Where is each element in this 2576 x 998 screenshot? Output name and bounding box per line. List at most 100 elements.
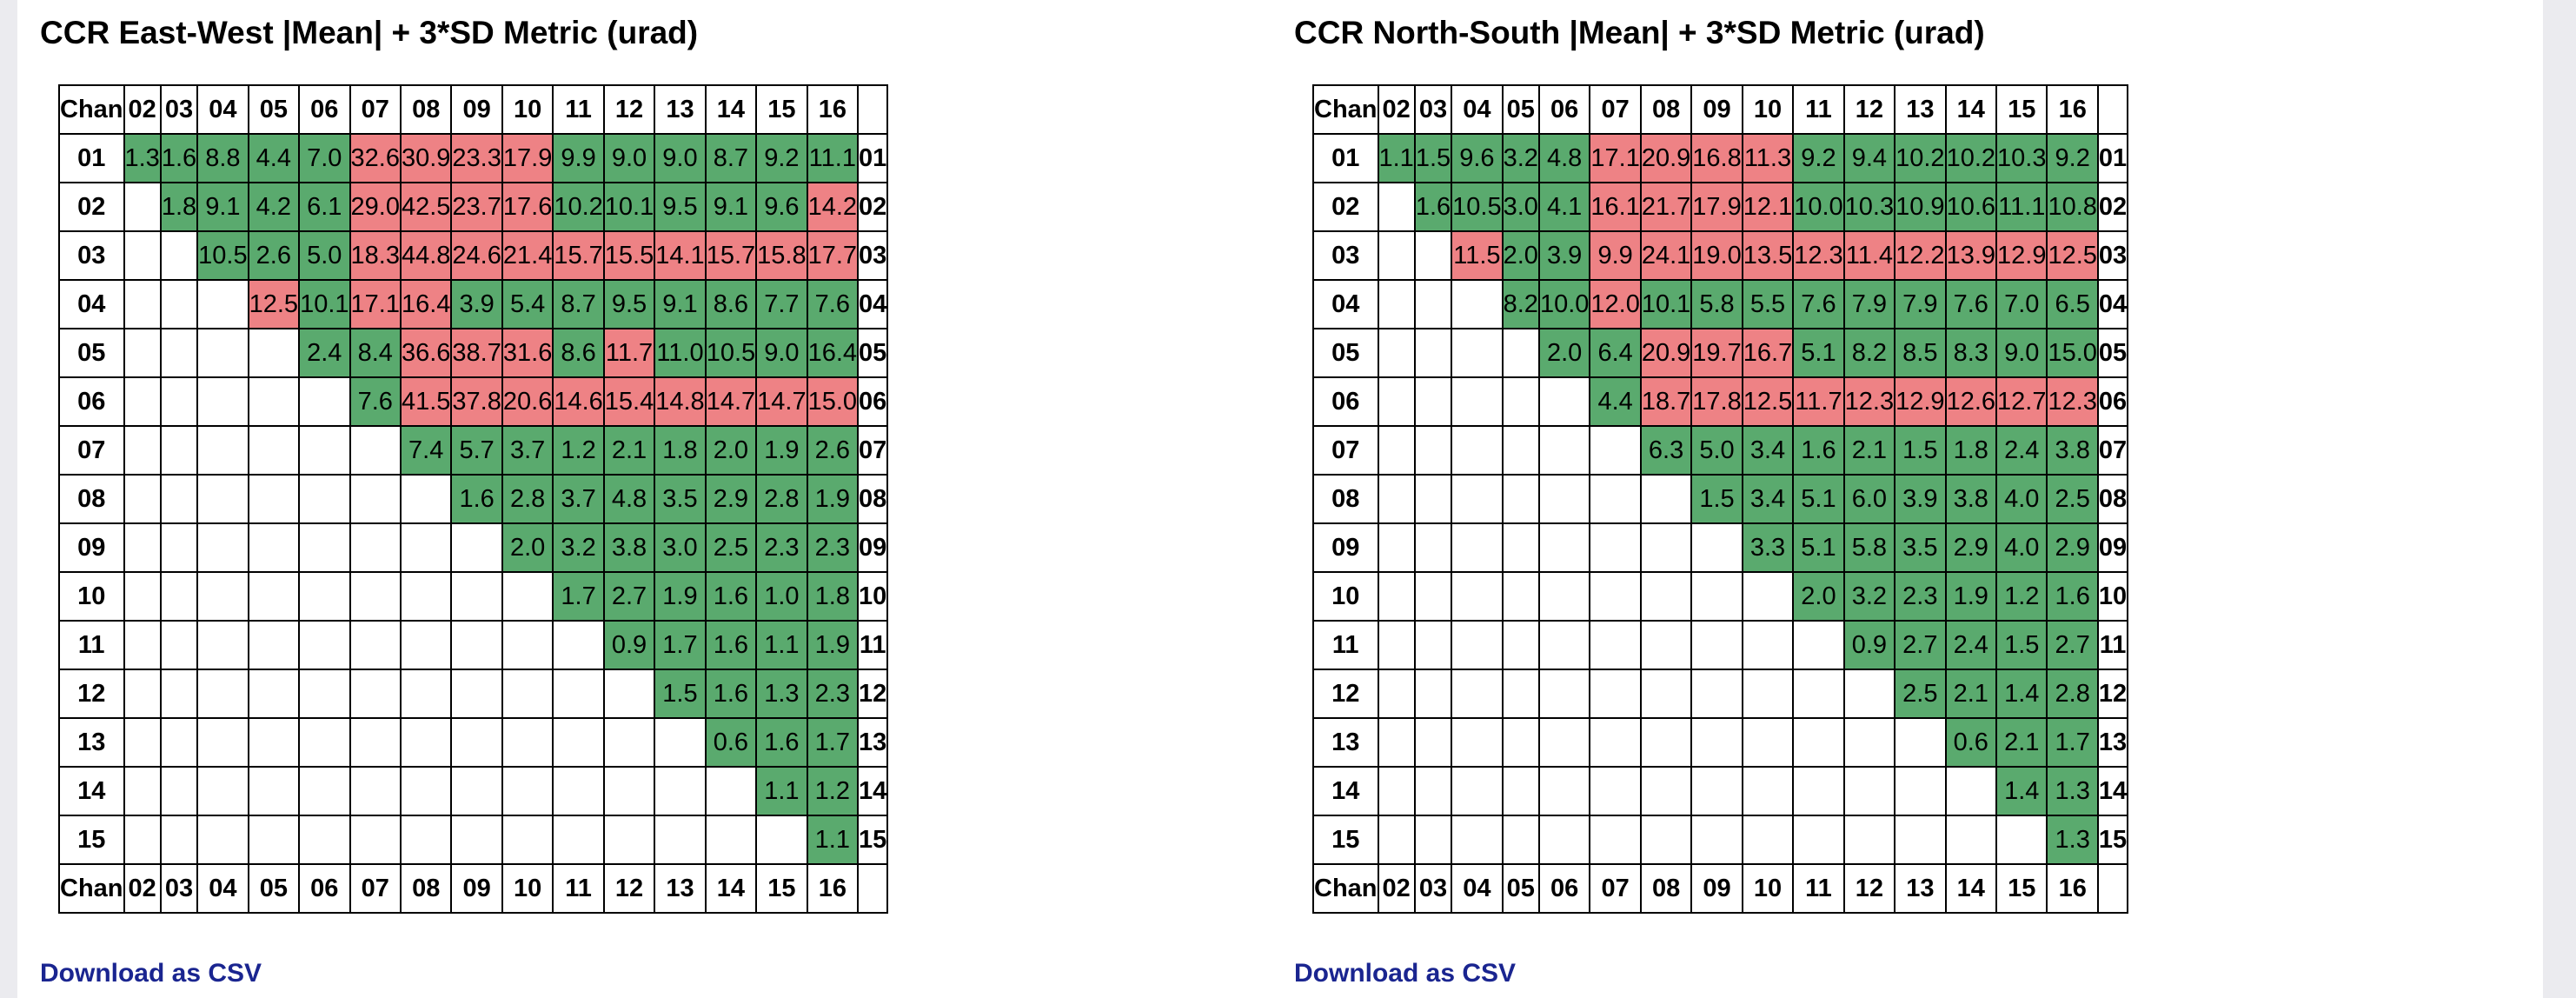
- metric-cell: 2.3: [755, 522, 808, 573]
- metric-cell: 2.4: [298, 328, 351, 378]
- metric-cell: 4.2: [247, 182, 301, 232]
- empty-cell: [1377, 522, 1416, 573]
- column-channel-label: 11: [1792, 84, 1845, 135]
- empty-cell: [1589, 474, 1642, 524]
- empty-cell: [123, 522, 162, 573]
- column-channel-label: 08: [1639, 84, 1693, 135]
- empty-cell: [247, 717, 301, 768]
- metric-cell: 10.9: [1894, 182, 1947, 232]
- metric-cell: 11.7: [602, 328, 656, 378]
- metric-cell: 30.9: [399, 133, 453, 183]
- row-channel-label-right: 04: [2096, 279, 2129, 329]
- empty-cell: [602, 815, 656, 865]
- column-channel-label: 15: [1995, 84, 2048, 135]
- metric-cell: 3.0: [654, 522, 707, 573]
- metric-cell: 15.7: [704, 230, 758, 281]
- metric-cell: 38.7: [450, 328, 503, 378]
- metric-cell: 1.2: [806, 766, 860, 816]
- column-channel-label: 07: [1589, 84, 1642, 135]
- table-row: 12 2.5 2.1 1.4 2.8 12: [1312, 669, 2129, 719]
- metric-cell: 2.4: [1944, 620, 1998, 670]
- empty-cell: [450, 571, 503, 622]
- metric-cell: 6.0: [1842, 474, 1896, 524]
- empty-cell: [349, 815, 402, 865]
- footer-row: Chan 02 03 04 05 06 07 08 09 10 11 12 13 14 15 16: [58, 863, 889, 914]
- empty-cell: [298, 766, 351, 816]
- row-channel-label: 11: [1312, 620, 1379, 670]
- metric-cell: 1.7: [2046, 717, 2099, 768]
- empty-cell: [1792, 669, 1845, 719]
- empty-cell: [298, 620, 351, 670]
- row-channel-label-right: 15: [2096, 815, 2129, 865]
- metric-cell: 2.5: [2046, 474, 2099, 524]
- empty-cell: [1792, 620, 1845, 670]
- empty-cell: [1537, 620, 1591, 670]
- empty-cell: [1589, 571, 1642, 622]
- empty-cell: [1792, 717, 1845, 768]
- table-row: 02 1.6 10.5 3.0 4.1 16.1 21.7 17.9 12.1 10.0 10.3 1…: [1312, 182, 2129, 232]
- table-row: 04 12.5 10.1 17.1 16.4 3.9 5.4 8.7 9.5 9.1 8.6 7.7 7…: [58, 279, 889, 329]
- table-row: 09 2.0 3.2 3.8 3.0 2.5 2.3 2.3 09: [58, 522, 889, 573]
- metric-cell: 1.2: [552, 425, 605, 476]
- empty-cell: [1377, 766, 1416, 816]
- column-channel-label: 11: [1792, 863, 1845, 914]
- empty-cell: [1537, 815, 1591, 865]
- download-csv-link[interactable]: Download as CSV: [1294, 959, 1517, 988]
- empty-cell: [450, 620, 503, 670]
- metric-cell: 21.4: [501, 230, 554, 281]
- metric-cell: 16.4: [806, 328, 860, 378]
- empty-cell: [1589, 425, 1642, 476]
- column-channel-label: 08: [1639, 863, 1693, 914]
- metric-cell: 44.8: [399, 230, 453, 281]
- metric-cell: 12.1: [1741, 182, 1795, 232]
- empty-cell: [247, 620, 301, 670]
- empty-cell: [450, 815, 503, 865]
- download-csv-link[interactable]: Download as CSV: [40, 959, 262, 988]
- empty-cell: [349, 571, 402, 622]
- row-channel-label: 09: [1312, 522, 1379, 573]
- empty-cell: [298, 717, 351, 768]
- empty-cell: [1589, 717, 1642, 768]
- metric-cell: 5.0: [298, 230, 351, 281]
- metric-cell: 2.0: [1501, 230, 1540, 281]
- metric-cell: 3.3: [1741, 522, 1795, 573]
- metric-cell: 1.9: [1944, 571, 1998, 622]
- metric-cell: 6.4: [1589, 328, 1642, 378]
- metric-cell: 1.9: [806, 474, 860, 524]
- column-channel-label: 04: [196, 84, 249, 135]
- empty-cell: [1413, 815, 1453, 865]
- metric-cell: 10.1: [602, 182, 656, 232]
- table-row: 13 0.6 1.6 1.7 13: [58, 717, 889, 768]
- empty-cell: [1690, 571, 1743, 622]
- empty-cell: [1792, 766, 1845, 816]
- metric-cell: 12.9: [1995, 230, 2048, 281]
- table-row: 01 1.1 1.5 9.6 3.2 4.8 17.1 20.9 16.8 11.3 9.2 9.4 1…: [1312, 133, 2129, 183]
- metric-cell: 4.0: [1995, 522, 2048, 573]
- column-channel-label: 07: [1589, 863, 1642, 914]
- metric-cell: 8.5: [1894, 328, 1947, 378]
- table-row: 03 10.5 2.6 5.0 18.3 44.8 24.6 21.4 15.7 15.5 14.1…: [58, 230, 889, 281]
- empty-cell: [247, 522, 301, 573]
- header-row: Chan 02 03 04 05 06 07 08 09 10 11 12 13 14 15 16: [1312, 84, 2129, 135]
- metric-cell: 9.0: [755, 328, 808, 378]
- row-channel-label-right: 13: [857, 717, 889, 768]
- empty-cell: [1413, 425, 1453, 476]
- empty-cell: [1413, 717, 1453, 768]
- ccr-matrix-table: Chan 02 03 04 05 06 07 08 09 10 11 12 13 14 15 16 01 1.3 1…: [58, 84, 889, 914]
- column-channel-label: 05: [1501, 863, 1540, 914]
- column-channel-label: 13: [1894, 863, 1947, 914]
- empty-cell: [247, 815, 301, 865]
- column-channel-label: 10: [501, 863, 554, 914]
- column-channel-label: 03: [1413, 863, 1453, 914]
- empty-cell: [1451, 474, 1504, 524]
- empty-cell: [1377, 571, 1416, 622]
- metric-cell: 15.5: [602, 230, 656, 281]
- empty-cell: [399, 717, 453, 768]
- metric-cell: 1.7: [654, 620, 707, 670]
- empty-cell: [1589, 669, 1642, 719]
- metric-cell: 7.6: [1944, 279, 1998, 329]
- row-channel-label: 06: [58, 376, 125, 427]
- empty-cell: [123, 230, 162, 281]
- empty-cell: [159, 279, 199, 329]
- empty-cell: [1501, 425, 1540, 476]
